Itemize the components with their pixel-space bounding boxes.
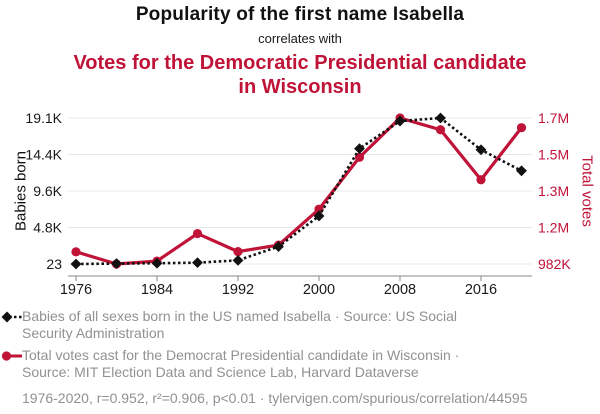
series-marker	[151, 257, 163, 269]
x-tick-label: 1976	[60, 282, 92, 298]
series-marker	[313, 210, 325, 222]
series-marker	[273, 241, 284, 252]
series-line	[75, 116, 523, 266]
left-tick-label: 9.6K	[33, 183, 62, 199]
left-tick-label: 23	[46, 256, 62, 272]
x-tick-label: 1992	[222, 282, 254, 298]
right-tick-label: 1.3M	[538, 183, 569, 199]
series-marker	[192, 228, 203, 239]
right-tick-label: 1.2M	[538, 220, 569, 236]
page-title: Popularity of the first name Isabella	[135, 4, 465, 25]
left-tick-label: 4.8K	[33, 220, 62, 236]
series-marker	[354, 143, 365, 155]
correlation-chart: 19.1K 1.7M 14.4K 1.5M 9.6K 1.3M 4.8K 1.2M 23 982K…	[25, 110, 571, 298]
left-tick-label: 19.1K	[25, 110, 62, 126]
series-marker	[516, 165, 527, 177]
series-line	[75, 116, 523, 266]
series-marker	[394, 115, 406, 127]
series-marker	[354, 152, 365, 162]
left-axis-title: Babies born	[12, 150, 30, 232]
left-tick-label: 14.4K	[25, 147, 62, 163]
legend-marker-circle-solid-icon	[1, 351, 22, 361]
correlates-with-label: correlates with	[258, 31, 342, 46]
legend-label-series1: Babies of all sexes born in the US named…	[22, 308, 458, 341]
stats-footer: 1976-2020, r=0.952, r²=0.906, p<0.01 · t…	[22, 390, 528, 406]
correlate-title: Votes for the Democratic Presidential ca…	[73, 52, 527, 98]
right-tick-label: 1.7M	[538, 110, 569, 126]
series-marker	[233, 247, 243, 257]
right-tick-label: 1.5M	[538, 147, 569, 163]
x-tick-label: 2008	[384, 282, 416, 298]
series-marker	[71, 247, 81, 257]
series-marker	[435, 125, 446, 135]
series-marker	[111, 258, 122, 269]
series-marker	[476, 175, 486, 185]
x-tick-label: 1984	[141, 282, 173, 298]
x-tick-label: 2016	[465, 282, 497, 298]
series-marker	[475, 144, 487, 156]
series-marker	[70, 258, 82, 270]
legend-label-series2: Total votes cast for the Democrat Presid…	[22, 347, 460, 380]
series-marker	[192, 257, 203, 269]
series-marker	[516, 123, 527, 133]
right-tick-label: 982K	[538, 256, 571, 272]
x-tick-label: 2000	[303, 282, 335, 298]
series-marker	[435, 112, 446, 124]
right-axis-title: Total votes	[578, 155, 596, 227]
legend-marker-diamond-dashed-icon	[1, 311, 23, 323]
